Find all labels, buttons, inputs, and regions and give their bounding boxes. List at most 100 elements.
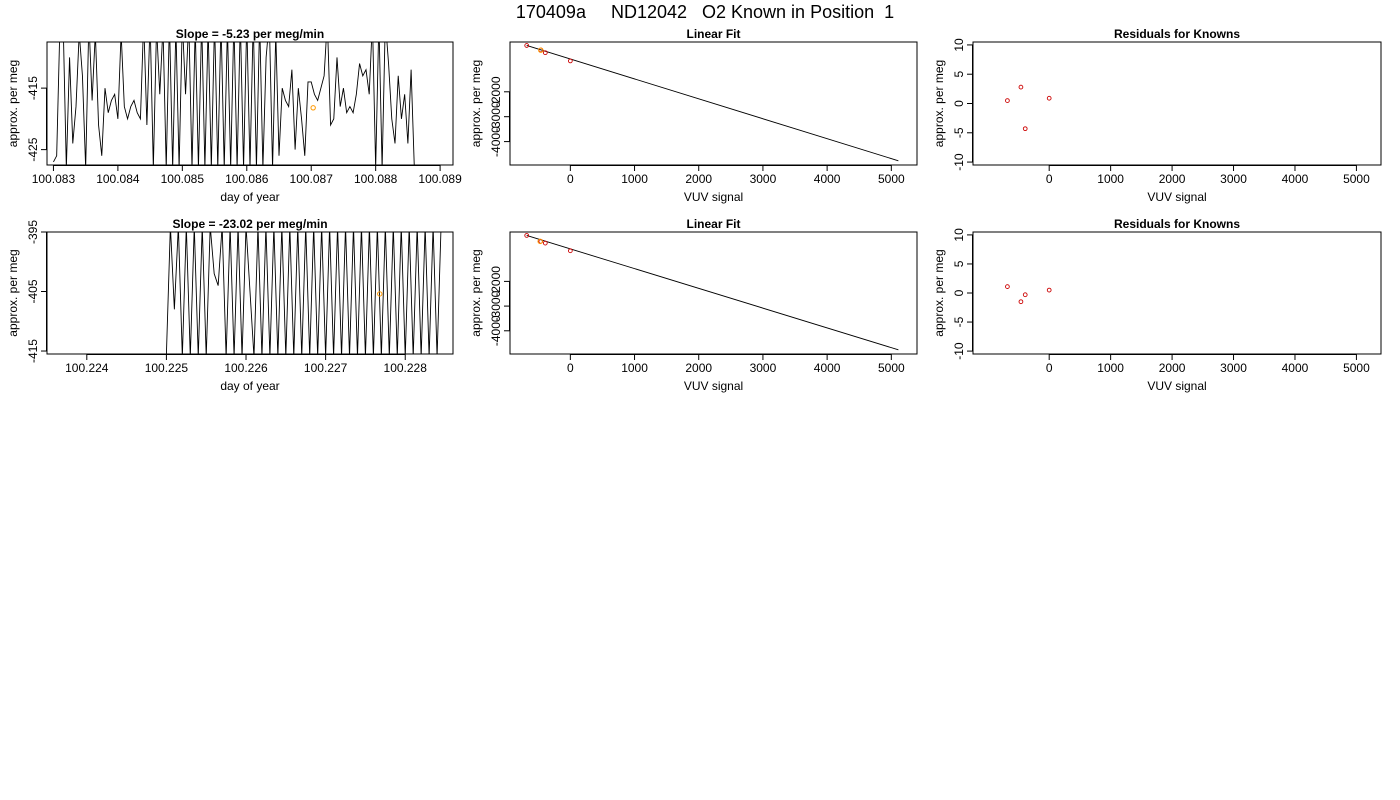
panel-title: Residuals for Knowns	[1114, 27, 1240, 41]
y-tick-label: 0	[952, 289, 966, 296]
x-tick-label: 100.085	[161, 172, 205, 186]
sample-point	[377, 291, 383, 297]
sample-point	[310, 105, 316, 111]
x-tick-label: 3000	[1220, 361, 1247, 375]
panel-4: Slope = -23.02 per meg/min 100.224 100.225…	[6, 217, 454, 393]
x-axis: 100.224 100.225 100.226 100.227 100.228	[65, 354, 427, 375]
panel-title: Slope = -23.02 per meg/min	[172, 217, 327, 231]
residual-point	[1005, 98, 1010, 103]
fit-line	[526, 45, 899, 162]
y-tick-label: -5	[952, 316, 966, 327]
x-tick-label: 100.088	[354, 172, 398, 186]
y-axis: -395 -405 -415	[26, 220, 47, 363]
y-tick-label: -415	[26, 76, 40, 100]
x-tick-label: 100.227	[304, 361, 348, 375]
residual-point	[1005, 284, 1010, 289]
plot-frame	[972, 41, 1382, 166]
x-tick-label: 100.224	[65, 361, 109, 375]
x-tick-label: 100.083	[32, 172, 76, 186]
known-point	[567, 248, 573, 254]
x-tick-label: 2000	[1159, 172, 1186, 186]
y-tick-label: -415	[26, 339, 40, 363]
residual-point	[1046, 287, 1052, 293]
y-tick-label: 5	[952, 71, 966, 78]
x-axis-label: VUV signal	[684, 379, 743, 393]
x-tick-label: 2000	[1159, 361, 1186, 375]
y-tick-label: 0	[952, 100, 966, 107]
x-tick-label: 100.084	[96, 172, 140, 186]
x-axis: 100.083 100.084 100.085 100.086 100.087 100.0…	[32, 165, 462, 186]
y-tick-label: -2000	[489, 76, 503, 107]
y-axis: -2000-3000-4000	[489, 76, 510, 157]
y-tick-label: 5	[952, 260, 966, 267]
x-axis: 0 1000 2000 3000 4000 5000	[1046, 165, 1370, 186]
x-tick-label: 1000	[621, 361, 648, 375]
panel-title: Residuals for Knowns	[1114, 217, 1240, 231]
x-tick-label: 0	[1046, 172, 1053, 186]
y-tick-label: -2000	[489, 266, 503, 297]
sample-point	[538, 47, 544, 53]
x-axis-label: VUV signal	[1147, 190, 1206, 204]
x-tick-label: 4000	[1282, 361, 1309, 375]
x-axis: 0 1000 2000 3000 4000 5000	[567, 354, 905, 375]
x-tick-label: 100.086	[225, 172, 269, 186]
x-tick-label: 2000	[685, 172, 712, 186]
x-axis-label: VUV signal	[1147, 379, 1206, 393]
x-axis-label: day of year	[220, 379, 279, 393]
y-tick-label: -395	[26, 220, 40, 244]
y-tick-label: -10	[952, 342, 966, 360]
y-tick-label: -5	[952, 127, 966, 138]
x-tick-label: 5000	[1343, 361, 1370, 375]
plot-area	[524, 233, 899, 351]
plot-area	[524, 43, 899, 162]
plot-frame	[46, 41, 454, 166]
y-axis: 10 5 0 -5 -10	[952, 38, 973, 171]
x-tick-label: 100.089	[418, 172, 462, 186]
y-axis-label: approx. per meg	[469, 60, 483, 147]
fit-line	[526, 235, 899, 351]
x-tick-label: 4000	[814, 361, 841, 375]
x-axis-label: day of year	[220, 190, 279, 204]
y-tick-label: -3000	[489, 101, 503, 132]
y-axis-label: approx. per meg	[6, 60, 20, 147]
y-axis: 10 5 0 -5 -10	[952, 228, 973, 360]
x-tick-label: 0	[567, 172, 574, 186]
x-tick-label: 2000	[685, 361, 712, 375]
y-axis-label: approx. per meg	[932, 249, 946, 336]
x-tick-label: 3000	[750, 172, 777, 186]
y-axis-label: approx. per meg	[932, 60, 946, 147]
x-tick-label: 3000	[1220, 172, 1247, 186]
y-axis: -2000-3000-4000	[489, 266, 510, 346]
panel-title: Linear Fit	[686, 217, 740, 231]
plot-area	[47, 232, 442, 354]
plot-frame	[972, 231, 1382, 355]
x-tick-label: 100.225	[145, 361, 189, 375]
x-axis-label: VUV signal	[684, 190, 743, 204]
panel-title: Slope = -5.23 per meg/min	[176, 27, 324, 41]
plot-area	[53, 42, 415, 165]
x-tick-label: 1000	[1097, 172, 1124, 186]
panel-5: Linear Fit 0 1000 2000 3000 4000 5000 VUV signa…	[469, 217, 918, 393]
residual-point	[1022, 292, 1028, 298]
x-tick-label: 5000	[878, 172, 905, 186]
residual-point	[1018, 299, 1024, 305]
known-point	[542, 240, 548, 246]
known-point	[567, 58, 573, 64]
x-tick-label: 1000	[1097, 361, 1124, 375]
y-axis: -415 -425	[26, 76, 47, 162]
x-tick-label: 100.226	[224, 361, 268, 375]
y-tick-label: 10	[952, 228, 966, 242]
panel-title: Linear Fit	[686, 27, 740, 41]
y-tick-label: 10	[952, 38, 966, 52]
x-tick-label: 100.087	[290, 172, 334, 186]
known-point	[542, 50, 548, 56]
y-axis-label: approx. per meg	[469, 249, 483, 336]
residual-point	[1046, 95, 1052, 101]
y-tick-label: -4000	[489, 126, 503, 157]
y-tick-label: -4000	[489, 315, 503, 346]
x-axis: 0 1000 2000 3000 4000 5000	[1046, 354, 1370, 375]
x-tick-label: 5000	[1343, 172, 1370, 186]
x-axis: 0 1000 2000 3000 4000 5000	[567, 165, 905, 186]
plot-area	[1005, 84, 1052, 132]
